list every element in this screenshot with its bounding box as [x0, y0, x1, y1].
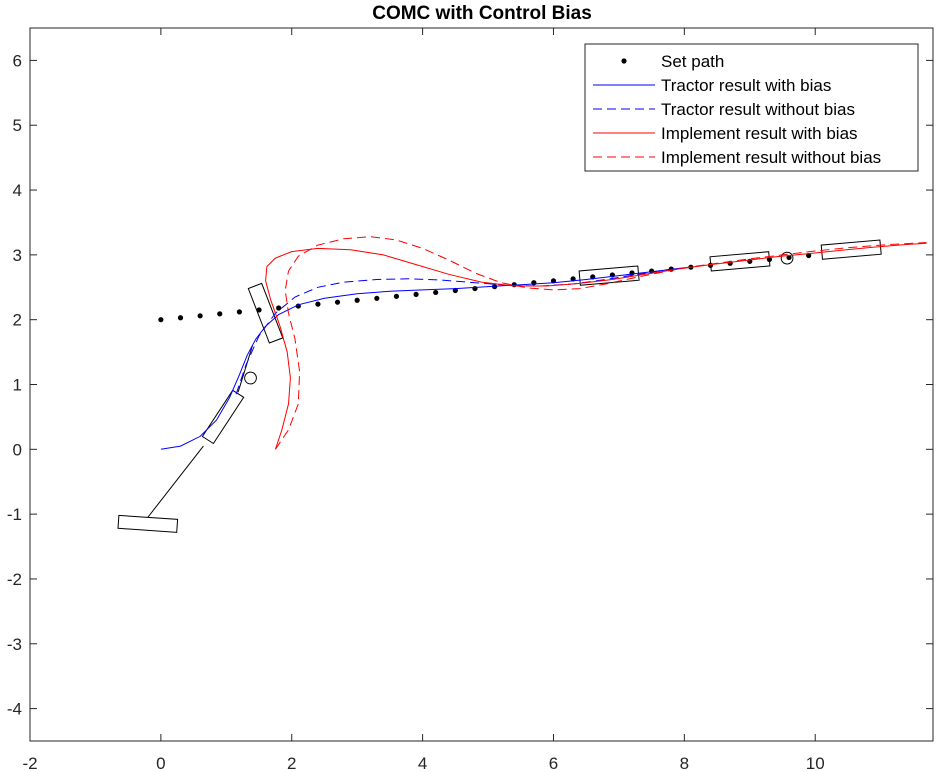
- legend-entry: Set path: [661, 52, 724, 71]
- set-path-point: [433, 289, 439, 296]
- x-tick-label: 6: [549, 754, 558, 772]
- set-path-point: [177, 315, 184, 321]
- vehicle-body-0: [117, 514, 179, 533]
- set-path-point: [786, 254, 792, 261]
- x-tick-label: 4: [418, 754, 427, 772]
- legend-entry: Implement result without bias: [661, 148, 881, 167]
- set-path-point: [256, 307, 262, 313]
- y-tick-label: 2: [13, 311, 22, 330]
- legend-marker: [621, 58, 627, 64]
- hitch-joint-8: [244, 371, 257, 385]
- x-tick-label: 2: [287, 754, 296, 772]
- set-path-point: [374, 295, 380, 301]
- set-path-point: [393, 293, 400, 299]
- set-path-point: [354, 297, 360, 303]
- series-implement-result-with-bias: [265, 242, 927, 450]
- vehicle-body-3: [578, 265, 640, 286]
- y-tick-label: 5: [13, 116, 22, 135]
- y-tick-label: -3: [7, 635, 22, 654]
- set-path-point: [315, 301, 321, 307]
- hitch-link-6: [147, 445, 204, 518]
- x-tick-label: -2: [22, 754, 37, 772]
- x-tick-label: 8: [680, 754, 689, 772]
- set-path-point: [472, 285, 478, 292]
- hitch-link-7: [237, 345, 253, 393]
- chart-title: COMC with Control Bias: [372, 3, 592, 24]
- legend-entry: Tractor result with bias: [661, 76, 831, 95]
- x-tick-label: 10: [806, 754, 825, 772]
- y-tick-label: 0: [13, 440, 22, 459]
- y-tick-label: 1: [13, 376, 22, 395]
- legend-entry: Tractor result without bias: [661, 100, 855, 119]
- y-tick-label: 4: [13, 181, 22, 200]
- set-path-point: [236, 309, 242, 315]
- set-path-point: [197, 313, 203, 319]
- y-tick-label: -1: [7, 505, 22, 524]
- set-path-point: [217, 311, 223, 317]
- x-tick-label: 0: [156, 754, 165, 772]
- set-path-point: [570, 276, 576, 282]
- y-tick-label: -2: [7, 570, 22, 589]
- axis-ticks: -2 0 2 4 6 8 10 -4 -3 -2 -1 0 1 2 3 4 5 6: [7, 28, 933, 772]
- set-path-point: [276, 305, 282, 311]
- y-tick-label: -4: [7, 700, 22, 719]
- series-layer: [158, 236, 927, 450]
- set-path-point: [413, 291, 419, 298]
- set-path-point: [334, 299, 341, 305]
- legend: Set path Tractor result with bias Tractor …: [584, 43, 919, 172]
- set-path-point: [158, 317, 164, 323]
- legend-entry: Implement result with bias: [661, 124, 858, 143]
- series-tractor-result-with-bias: [160, 267, 685, 450]
- set-path-point: [452, 287, 458, 294]
- y-tick-label: 3: [13, 246, 22, 265]
- set-path-point: [531, 280, 537, 286]
- y-tick-label: 6: [13, 51, 22, 70]
- legend-box: [584, 43, 919, 172]
- series-implement-result-without-bias: [274, 236, 927, 450]
